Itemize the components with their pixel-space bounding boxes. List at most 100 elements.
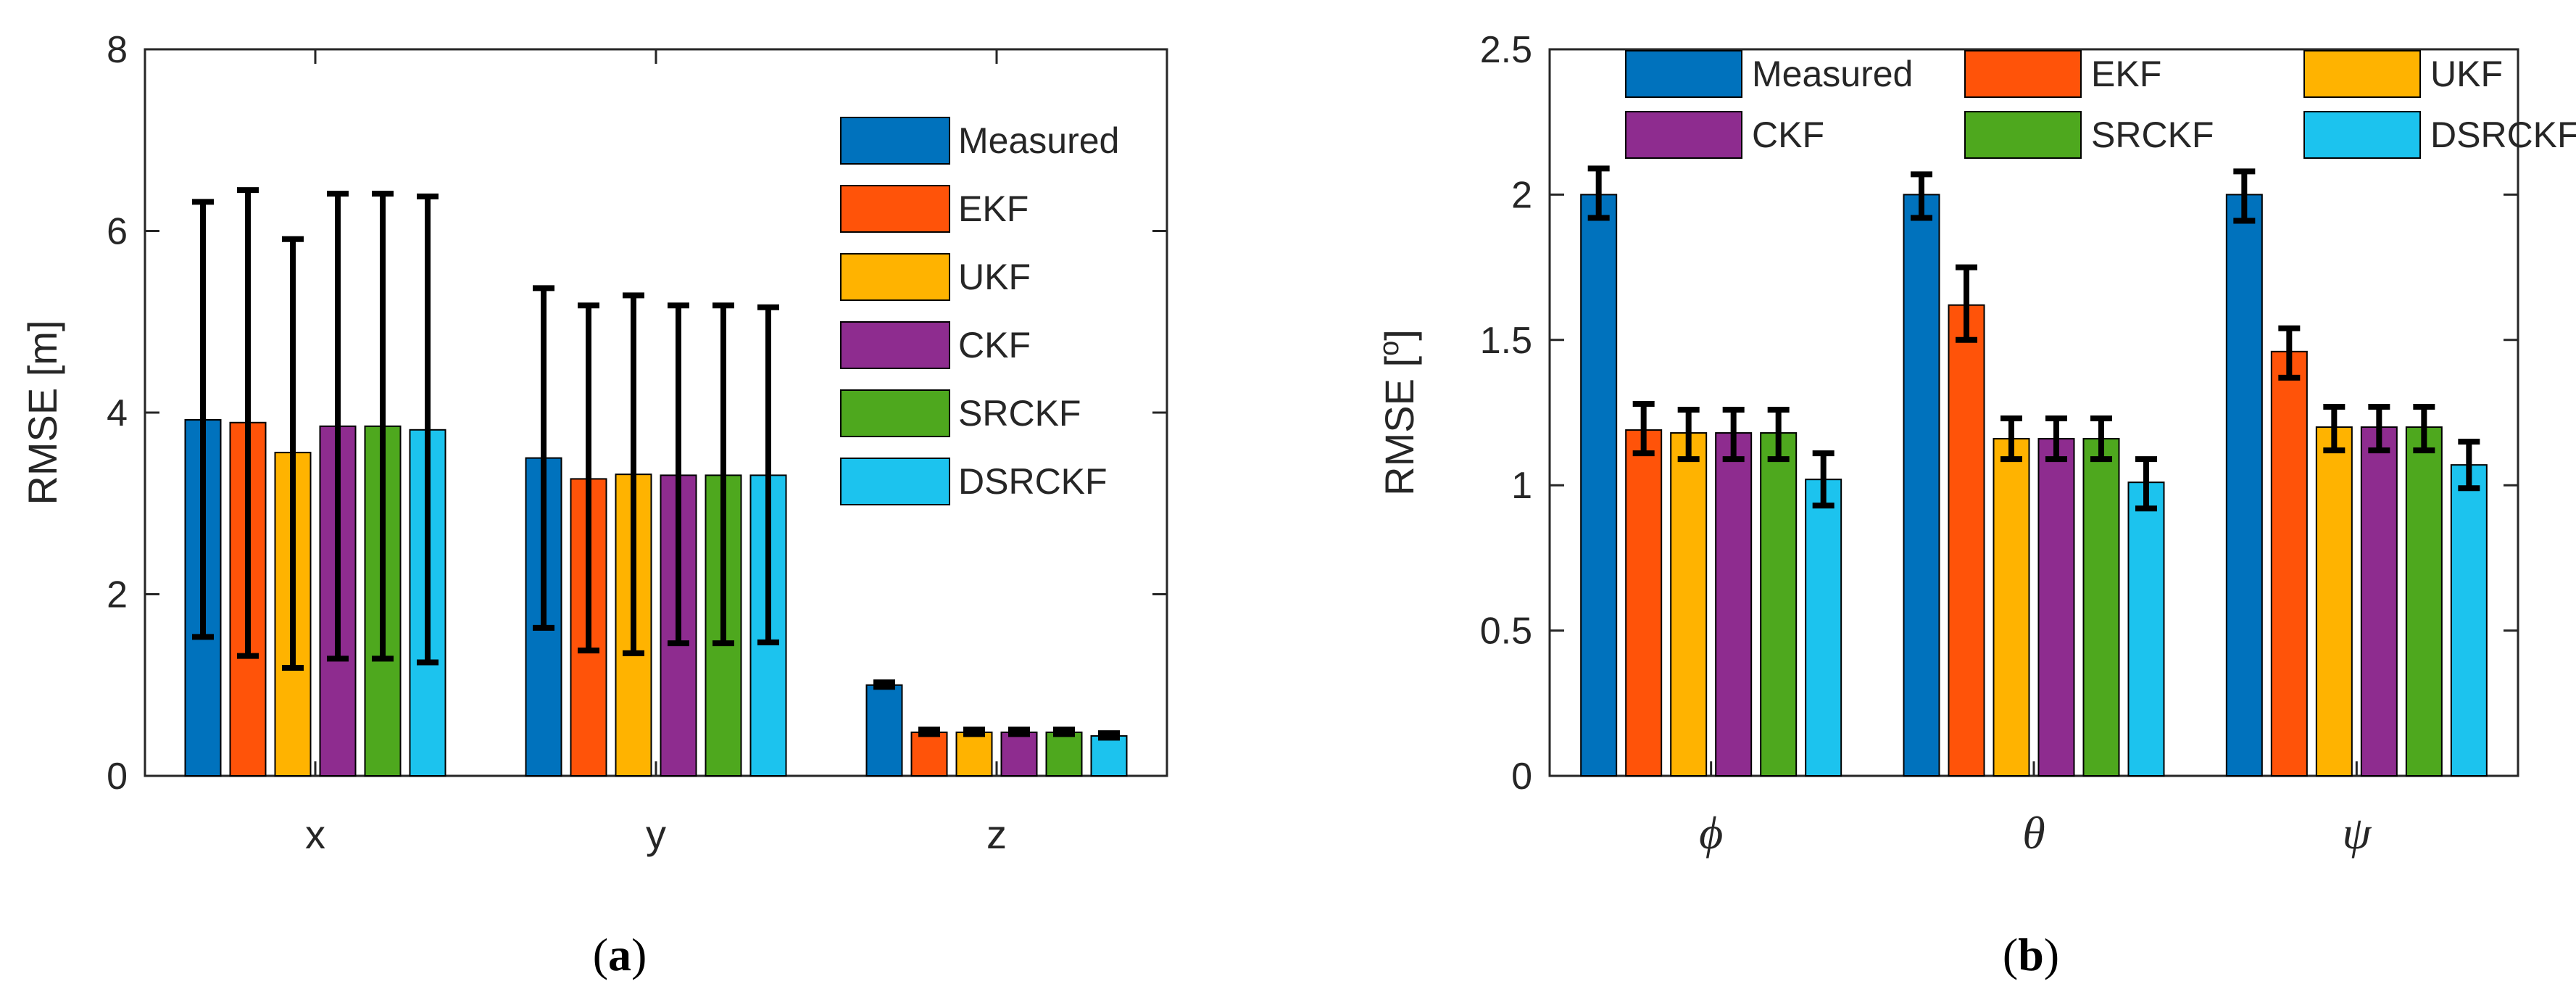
error-bar [1722, 406, 1745, 463]
legend-item-ckf: CKF [1625, 111, 1824, 159]
error-bar [2413, 403, 2435, 454]
subfigure-paren-close: ) [2044, 929, 2059, 980]
error-bar [1053, 727, 1075, 737]
error-bar [2135, 456, 2157, 512]
legend-label: DSRCKF [958, 461, 1108, 502]
subfigure-label: (a) [593, 929, 647, 980]
legend-item-ekf: EKF [1964, 50, 2161, 98]
error-bar [282, 236, 304, 671]
subfigure-paren-close: ) [631, 929, 647, 980]
bar-ekf-1 [1948, 304, 1985, 777]
error-bar [237, 187, 259, 659]
x-category-label: ϕ [1699, 807, 1723, 859]
error-bar [2323, 403, 2346, 454]
error-bar [2278, 325, 2301, 381]
y-tick-label: 1.5 [1480, 320, 1532, 362]
bar-ukf-2 [2315, 426, 2353, 777]
bar-srckf-1 [2082, 438, 2120, 777]
legend-swatch [840, 185, 950, 233]
bar-ckf-0 [1715, 432, 1753, 777]
legend-item-srckf: SRCKF [1964, 111, 2214, 159]
legend-swatch [840, 117, 950, 165]
legend-label: SRCKF [958, 393, 1081, 434]
legend-swatch [1964, 50, 2082, 98]
legend-swatch [840, 389, 950, 437]
y-tick-label: 0.5 [1480, 611, 1532, 653]
error-bar [1587, 165, 1610, 221]
error-bar [918, 727, 940, 737]
error-bar [2458, 439, 2480, 492]
bar-dsrckf-1 [2127, 481, 2165, 777]
bar-ckf-2 [1000, 731, 1038, 777]
legend-item-ukf: UKF [2303, 50, 2503, 98]
error-bar [2090, 415, 2112, 463]
bar-srckf-0 [1760, 432, 1798, 777]
legend-item-srckf: SRCKF [840, 389, 1081, 437]
bar-measured-1 [1903, 194, 1940, 777]
legend-swatch [1625, 111, 1742, 159]
y-tick-label: 8 [107, 29, 128, 71]
subfigure-paren-open: ( [593, 929, 608, 980]
bar-ekf-2 [910, 731, 948, 777]
error-bar [2368, 403, 2390, 454]
error-bar [533, 285, 554, 631]
bar-measured-2 [2225, 194, 2263, 777]
y-tick-label: 2 [1511, 174, 1532, 216]
error-bar [1008, 727, 1030, 737]
bar-measured-2 [865, 684, 903, 777]
y-tick-label: 2 [107, 574, 128, 616]
error-bar [327, 191, 349, 662]
y-axis-label: RMSE [o] [1374, 329, 1422, 496]
legend-item-ekf: EKF [840, 185, 1029, 233]
legend-swatch [1625, 50, 1742, 98]
legend-label: CKF [1752, 115, 1824, 155]
legend-label: DSRCKF [2430, 115, 2576, 155]
bar-srckf-2 [1045, 731, 1083, 777]
error-bar [623, 292, 644, 656]
y-tick-label: 0 [1511, 756, 1532, 798]
bar-ekf-2 [2270, 350, 2308, 777]
legend-swatch [2303, 50, 2421, 98]
bar-ckf-1 [2037, 438, 2075, 777]
y-axis-label-degree: o [1374, 341, 1405, 356]
x-category-label: y [646, 811, 666, 857]
x-category-label: z [986, 811, 1007, 857]
error-bar [2000, 415, 2022, 463]
legend-label: CKF [958, 325, 1031, 365]
legend-item-measured: Measured [840, 117, 1119, 165]
y-tick-label: 6 [107, 211, 128, 253]
legend-swatch [840, 321, 950, 369]
subfigure-label: (b) [2003, 929, 2059, 980]
legend-a: Measured EKF UKF CKF SRCKF DSRCKF [840, 117, 1119, 505]
bar-ukf-0 [1670, 432, 1708, 777]
error-bar [417, 193, 439, 666]
legend-b: Measured EKF UKF CKF SRCKF DSRCKF [1625, 50, 2576, 159]
subfigure-letter: a [608, 929, 631, 980]
chart-panel-b: 0 0.5 1 1.5 2 2.5 RMSE [o] ϕ θ ψ Measured EKF UKF CKF… [1374, 29, 2576, 980]
error-bar [963, 727, 985, 737]
y-tick-label: 2.5 [1480, 29, 1532, 71]
error-bar [668, 302, 689, 647]
bar-srckf-2 [2405, 426, 2443, 777]
legend-swatch [840, 253, 950, 301]
bar-ukf-1 [1993, 438, 2030, 777]
y-tick-label: 1 [1511, 465, 1532, 507]
subfigure-letter: b [2018, 929, 2044, 980]
legend-item-dsrckf: DSRCKF [840, 458, 1108, 505]
bar-ckf-2 [2360, 426, 2398, 777]
error-bar [1677, 406, 1700, 463]
x-category-label: x [305, 811, 325, 857]
x-category-label: ψ [2342, 807, 2372, 859]
legend-label: UKF [958, 257, 1031, 297]
y-axis-label: RMSE [m] [20, 320, 65, 505]
chart-panel-a: 0 2 4 6 8 RMSE [m] x y z Measured EKF UKF CKF SRCKF DS… [20, 29, 1168, 980]
legend-swatch [1964, 111, 2082, 159]
legend-item-ukf: UKF [840, 253, 1031, 301]
error-bar [1767, 406, 1790, 463]
bar-dsrckf-2 [1090, 735, 1128, 777]
error-bar [1911, 171, 1932, 221]
error-bar [712, 302, 734, 647]
bar-ekf-0 [1625, 429, 1663, 777]
error-bar [873, 679, 895, 690]
